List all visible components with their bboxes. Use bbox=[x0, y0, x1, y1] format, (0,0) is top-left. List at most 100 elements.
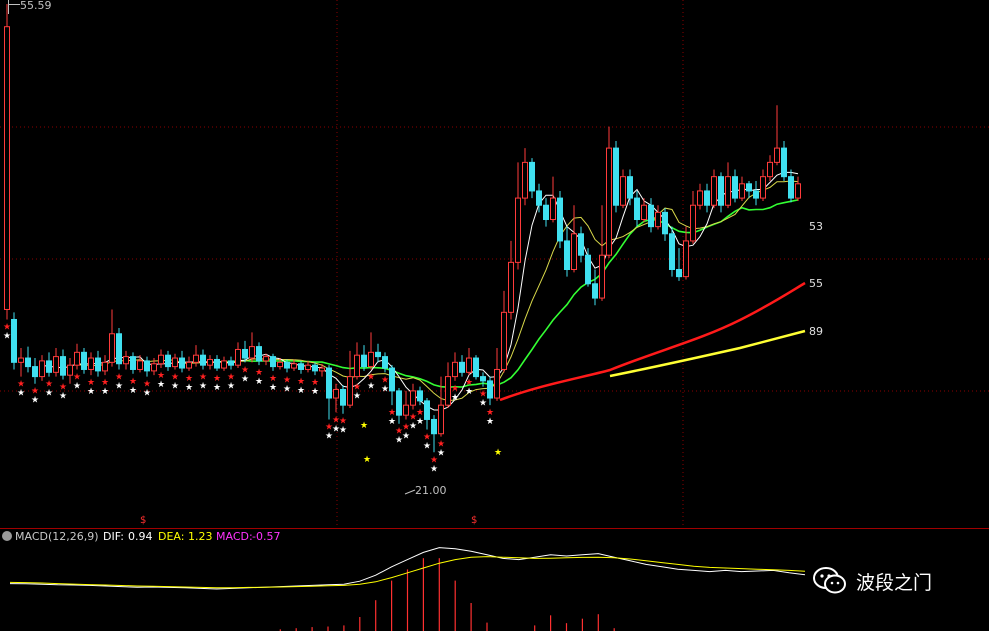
star-marker: ★ bbox=[479, 399, 487, 409]
candle-body bbox=[102, 361, 108, 372]
candle-body bbox=[599, 254, 605, 299]
candle-body bbox=[18, 357, 24, 363]
candle-body bbox=[305, 364, 311, 370]
star-marker: ★ bbox=[115, 372, 123, 382]
star-marker: ★ bbox=[465, 378, 473, 388]
candle-body bbox=[270, 356, 276, 368]
star-marker: ★ bbox=[31, 396, 39, 406]
candle-body bbox=[557, 197, 563, 242]
watermark-text: 波段之门 bbox=[856, 571, 933, 594]
star-marker: ★ bbox=[213, 374, 221, 384]
candle-body bbox=[193, 354, 199, 363]
candle-body bbox=[662, 211, 668, 235]
candle-body bbox=[571, 233, 577, 270]
star-marker: ★ bbox=[388, 408, 396, 418]
star-marker: ★ bbox=[129, 377, 137, 387]
star-marker: ★ bbox=[451, 384, 459, 394]
candle-body bbox=[739, 183, 745, 199]
candle-body bbox=[634, 197, 640, 221]
star-marker: ★ bbox=[157, 380, 165, 390]
candle-body bbox=[613, 147, 619, 206]
ma-white-line bbox=[41, 171, 799, 411]
star-marker: ★ bbox=[87, 387, 95, 397]
candle-body bbox=[606, 147, 612, 256]
candle-body bbox=[39, 360, 45, 378]
candle-body bbox=[732, 176, 738, 199]
candle-body bbox=[536, 190, 542, 206]
star-marker: ★ bbox=[283, 375, 291, 385]
star-marker: ★ bbox=[115, 381, 123, 391]
star-marker: ★ bbox=[199, 381, 207, 391]
star-marker: ★ bbox=[199, 372, 207, 382]
star-marker: ★ bbox=[423, 441, 431, 451]
star-marker: ★ bbox=[479, 390, 487, 400]
candle-body bbox=[375, 351, 381, 358]
candle-body bbox=[515, 197, 521, 263]
candle-body bbox=[704, 190, 710, 206]
ma-green-line bbox=[216, 199, 799, 389]
star-marker: ★ bbox=[381, 375, 389, 385]
candle-body bbox=[522, 161, 528, 199]
candle-body bbox=[242, 348, 248, 359]
candle-body bbox=[172, 357, 178, 368]
star-marker: ★ bbox=[325, 431, 333, 441]
candle-body bbox=[74, 351, 80, 366]
candle-body bbox=[550, 197, 556, 221]
star-marker: ★ bbox=[269, 383, 277, 393]
star-marker: ★ bbox=[255, 377, 263, 387]
yellow-star: ★ bbox=[494, 448, 502, 458]
candle-body bbox=[459, 361, 465, 373]
candle-body bbox=[718, 176, 724, 206]
candle-body bbox=[312, 364, 318, 372]
candle-body bbox=[116, 333, 122, 365]
dea-value: 1.23 bbox=[188, 530, 213, 543]
macd-name: MACD(12,26,9) bbox=[15, 530, 99, 543]
candle-body bbox=[319, 367, 325, 372]
star-marker: ★ bbox=[437, 449, 445, 459]
candle-body bbox=[368, 351, 374, 368]
signal-marker-1: $ bbox=[140, 515, 147, 526]
candle-body bbox=[326, 367, 332, 399]
candle-body bbox=[221, 360, 227, 369]
ma-label-53: 53 bbox=[809, 220, 823, 233]
candle-body bbox=[53, 356, 59, 373]
candle-body bbox=[284, 361, 290, 369]
candle-body bbox=[158, 354, 164, 365]
collapse-icon[interactable] bbox=[2, 531, 12, 541]
min-price-label: 21.00 bbox=[415, 484, 447, 497]
candle-body bbox=[235, 348, 241, 366]
star-marker: ★ bbox=[3, 331, 11, 341]
candle-body bbox=[564, 240, 570, 270]
star-marker: ★ bbox=[297, 386, 305, 396]
candle-body bbox=[95, 357, 101, 372]
star-marker: ★ bbox=[157, 371, 165, 381]
star-marker: ★ bbox=[171, 381, 179, 391]
dea-line bbox=[9, 556, 806, 589]
candle-body bbox=[508, 261, 514, 313]
candle-body bbox=[655, 211, 661, 228]
star-marker: ★ bbox=[416, 408, 424, 418]
candle-body bbox=[529, 161, 535, 192]
candle-body bbox=[333, 388, 339, 399]
candle-body bbox=[67, 364, 73, 376]
candle-body bbox=[396, 390, 402, 416]
macd-header: MACD(12,26,9) DIF: 0.94 DEA: 1.23 MACD: … bbox=[0, 528, 989, 546]
candle-body bbox=[781, 147, 787, 178]
ma-yellow-thin-line bbox=[76, 180, 799, 402]
star-marker: ★ bbox=[423, 432, 431, 442]
candle-body bbox=[123, 356, 129, 365]
wechat-icon bbox=[813, 567, 846, 594]
star-marker: ★ bbox=[143, 389, 151, 399]
candle-body bbox=[466, 357, 472, 373]
ma-red-line bbox=[499, 281, 806, 402]
candle-body bbox=[627, 176, 633, 199]
yellow-star: ★ bbox=[363, 455, 371, 465]
candle-body bbox=[340, 388, 346, 406]
candle-body bbox=[774, 147, 780, 163]
candle-body bbox=[473, 357, 479, 378]
candle-body bbox=[207, 358, 213, 366]
star-marker: ★ bbox=[430, 455, 438, 465]
candle-body bbox=[648, 204, 654, 228]
star-marker: ★ bbox=[269, 374, 277, 384]
